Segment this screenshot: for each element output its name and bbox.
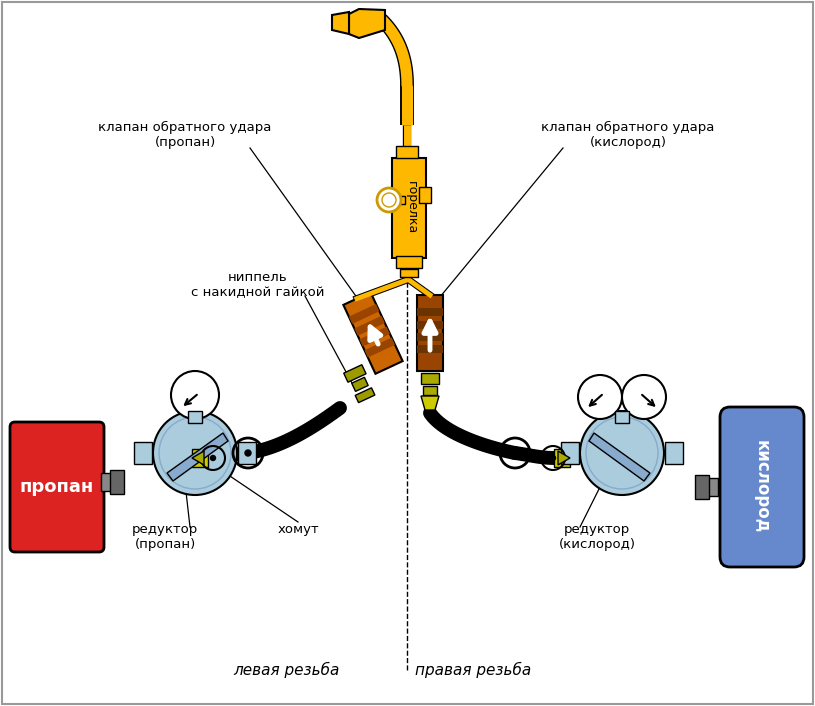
Bar	[615, 411, 629, 423]
Bar	[355, 316, 385, 336]
Bar	[417, 321, 443, 329]
Bar	[695, 475, 709, 499]
Text: клапан обратного удара
(пропан): клапан обратного удара (пропан)	[99, 121, 271, 149]
FancyBboxPatch shape	[10, 422, 104, 552]
Polygon shape	[167, 433, 228, 481]
Polygon shape	[558, 451, 570, 465]
Text: редуктор
(пропан): редуктор (пропан)	[132, 523, 198, 551]
Bar	[343, 292, 403, 373]
Bar	[665, 442, 683, 464]
Polygon shape	[589, 433, 650, 481]
Bar	[417, 295, 443, 371]
Bar	[134, 442, 152, 464]
Text: пропан: пропан	[20, 478, 94, 496]
Bar	[554, 449, 570, 467]
Bar	[396, 256, 422, 268]
Bar	[391, 196, 405, 204]
Bar	[352, 377, 368, 391]
Text: левая резьба: левая резьба	[234, 662, 340, 678]
Bar	[344, 365, 366, 382]
Bar	[364, 337, 395, 357]
Polygon shape	[421, 396, 439, 410]
Bar	[238, 442, 256, 464]
FancyBboxPatch shape	[720, 407, 804, 567]
Bar	[421, 373, 439, 383]
Polygon shape	[332, 12, 349, 34]
Circle shape	[210, 455, 215, 460]
Text: хомут: хомут	[277, 524, 319, 537]
Bar	[110, 470, 124, 494]
Circle shape	[580, 411, 664, 495]
Circle shape	[245, 450, 251, 456]
Circle shape	[622, 375, 666, 419]
Bar	[417, 333, 443, 341]
Polygon shape	[349, 9, 385, 38]
Bar	[188, 411, 202, 423]
Bar	[349, 304, 380, 324]
Bar	[419, 187, 431, 203]
Bar	[355, 388, 375, 402]
Bar	[359, 327, 390, 347]
Bar	[400, 269, 418, 277]
Bar	[192, 449, 208, 467]
Text: клапан обратного удара
(кислород): клапан обратного удара (кислород)	[541, 121, 715, 149]
Circle shape	[377, 188, 401, 212]
Text: горелка: горелка	[404, 181, 417, 234]
Bar	[417, 308, 443, 316]
Circle shape	[153, 411, 237, 495]
Bar	[706, 478, 718, 496]
Circle shape	[512, 450, 518, 456]
Bar	[417, 345, 443, 353]
Text: правая резьба: правая резьба	[415, 662, 531, 678]
Text: кислород: кислород	[753, 441, 771, 534]
Circle shape	[578, 375, 622, 419]
Bar	[423, 385, 437, 395]
Bar	[392, 158, 426, 258]
Bar	[396, 146, 418, 158]
Circle shape	[550, 455, 556, 460]
Bar	[101, 473, 113, 491]
Circle shape	[171, 371, 219, 419]
Bar	[561, 442, 579, 464]
Text: редуктор
(кислород): редуктор (кислород)	[558, 523, 636, 551]
Circle shape	[382, 193, 396, 207]
Text: ниппель
с накидной гайкой: ниппель с накидной гайкой	[192, 271, 324, 299]
Polygon shape	[192, 451, 204, 465]
